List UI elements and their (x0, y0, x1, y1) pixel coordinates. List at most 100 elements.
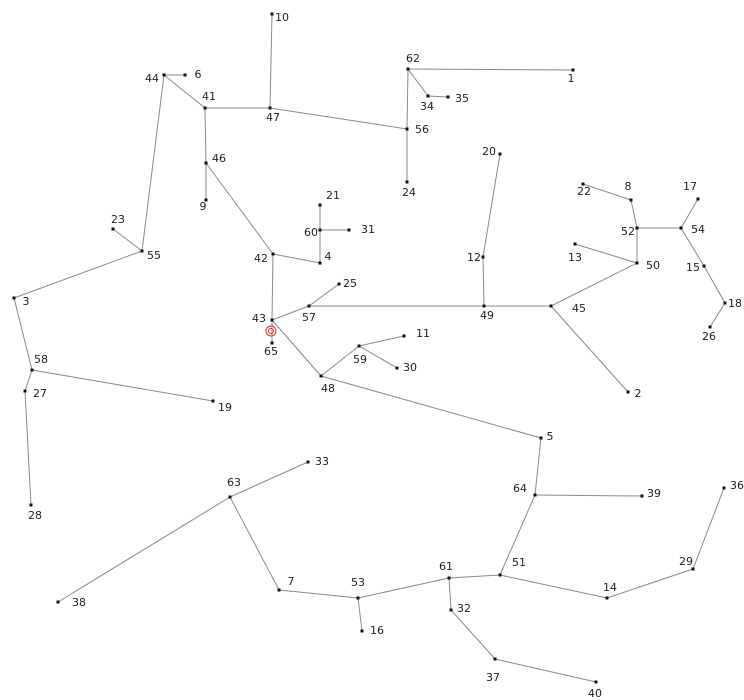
node-label: 10 (275, 11, 289, 24)
edge (448, 577, 452, 611)
node-dot (318, 203, 322, 207)
node-label: 31 (361, 223, 375, 236)
node-label: 32 (457, 602, 471, 615)
edge (550, 305, 629, 393)
edge (534, 437, 542, 496)
node-label: 7 (288, 575, 295, 588)
node-dot (337, 282, 341, 286)
node-dot (12, 296, 16, 300)
node-label: 63 (227, 476, 241, 489)
edge (163, 74, 206, 109)
node-label: 6 (195, 68, 202, 81)
node-label: 9 (200, 200, 207, 213)
node-dot (30, 368, 34, 372)
node-dot (679, 226, 683, 230)
edge (427, 95, 449, 98)
edge (269, 13, 273, 109)
edge (692, 487, 725, 570)
node-label: 52 (621, 225, 635, 238)
edge (357, 577, 450, 599)
node-label: 48 (321, 382, 335, 395)
edge (630, 199, 638, 229)
node-label: 47 (266, 111, 280, 124)
edge (709, 302, 726, 328)
node-dot (29, 503, 33, 507)
node-label: 43 (252, 312, 266, 325)
edge (574, 243, 638, 264)
node-dot (347, 228, 351, 232)
node-dot (640, 494, 644, 498)
node-dot (395, 366, 399, 370)
edge (482, 256, 485, 307)
node-label: 18 (728, 297, 742, 310)
node-dot (635, 226, 639, 230)
node-dot (447, 576, 451, 580)
edge (494, 658, 597, 683)
node-dot (722, 486, 726, 490)
edge (358, 335, 405, 347)
node-dot (318, 261, 322, 265)
node-label: 50 (646, 259, 660, 272)
node-label: 5 (547, 430, 554, 443)
node-label: 3 (23, 295, 30, 308)
node-dot (356, 596, 360, 600)
node-dot (498, 573, 502, 577)
node-label: 4 (325, 250, 332, 263)
node-dot (581, 182, 585, 186)
edge (229, 496, 280, 591)
node-label: 64 (513, 482, 527, 495)
edge (13, 297, 33, 371)
node-dot (271, 252, 275, 256)
selection-marker (265, 325, 277, 337)
edge (320, 375, 542, 439)
node-dot (211, 399, 215, 403)
node-dot (539, 436, 543, 440)
edges (13, 13, 726, 683)
node-dot (270, 318, 274, 322)
node-label: 36 (730, 479, 744, 492)
edge (269, 107, 408, 130)
node-dot (204, 161, 208, 165)
node-dot (183, 73, 187, 77)
node-dot (203, 106, 207, 110)
node-label: 16 (370, 624, 384, 637)
edge (24, 390, 32, 506)
edge (271, 305, 310, 321)
edge (205, 162, 274, 255)
node-dot (481, 255, 485, 259)
node-dot (228, 495, 232, 499)
node-dot (307, 304, 311, 308)
node-label: 19 (218, 401, 232, 414)
node-label: 22 (577, 185, 591, 198)
node-dot (140, 249, 144, 253)
node-dot (319, 374, 323, 378)
edge (534, 494, 643, 497)
node-label: 20 (482, 145, 496, 158)
node-dot (405, 180, 409, 184)
node-label: 25 (343, 277, 357, 290)
node-label: 49 (480, 309, 494, 322)
node-label: 46 (212, 152, 226, 165)
node-dot (629, 198, 633, 202)
edge (112, 228, 143, 252)
node-label: 45 (572, 302, 586, 315)
node-label: 55 (147, 249, 161, 262)
node-dot (723, 301, 727, 305)
edge (204, 107, 207, 164)
node-dot (270, 341, 274, 345)
node-dot (549, 304, 553, 308)
edge (407, 68, 429, 97)
node-label: 13 (568, 251, 582, 264)
node-dot (696, 197, 700, 201)
node-label: 40 (588, 687, 602, 700)
edge (499, 574, 608, 599)
node-dot (402, 334, 406, 338)
edge (482, 153, 501, 258)
edge (320, 345, 360, 377)
node-label: 58 (34, 353, 48, 366)
node-label: 39 (647, 487, 661, 500)
edge (448, 574, 501, 579)
edge (450, 609, 496, 660)
